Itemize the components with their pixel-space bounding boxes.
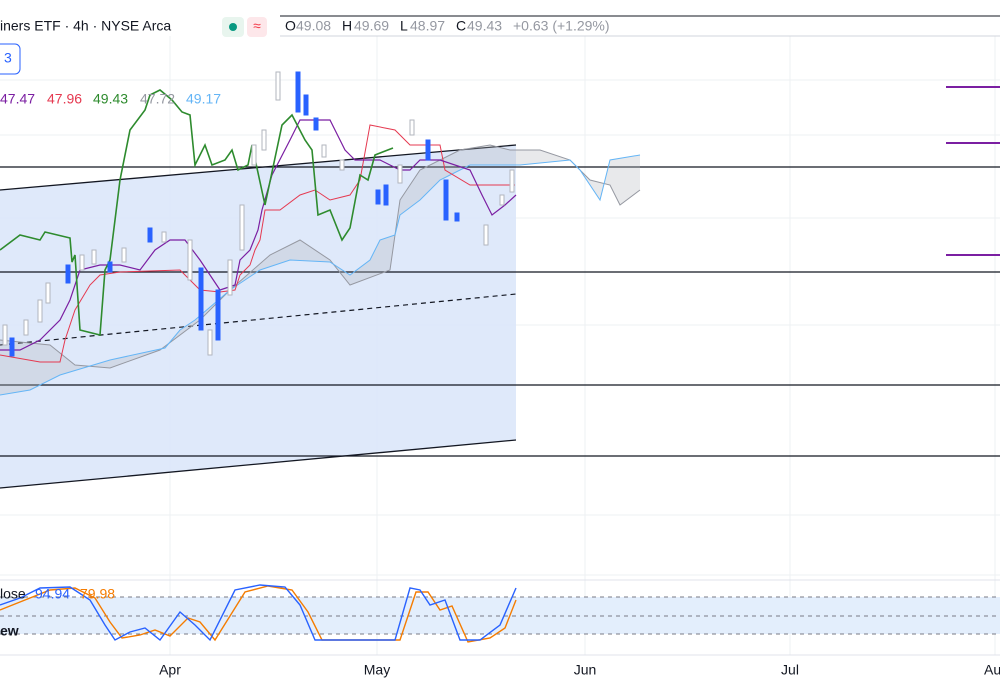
- data-status-box[interactable]: [247, 17, 267, 37]
- channel-fill: [0, 145, 516, 488]
- time-label: Jun: [574, 662, 597, 678]
- stoch-d: [0, 585, 517, 643]
- badge-box[interactable]: [0, 43, 21, 75]
- indicator-value: 49.17: [186, 91, 221, 107]
- indicator-value: 47.96: [47, 91, 82, 107]
- ohlc-key: L: [400, 18, 408, 34]
- ohlc-value: 49.08: [296, 18, 331, 34]
- change: +0.63 (+1.29%): [513, 18, 610, 34]
- osc-value: 79.98: [80, 586, 115, 602]
- time-label: Au: [984, 662, 1000, 678]
- stoch-k: [0, 584, 517, 642]
- candles: [2, 71, 515, 357]
- osc-levels: [0, 596, 1000, 635]
- kijun: [0, 124, 515, 363]
- ohlc-key: H: [342, 18, 352, 34]
- indicator-value: 47.72: [140, 91, 175, 107]
- osc-label: lose: [0, 586, 26, 602]
- market-status: [229, 23, 237, 31]
- ohlc-value: 48.97: [410, 18, 445, 34]
- time-label: Apr: [159, 662, 181, 678]
- senkou-b: [0, 154, 641, 396]
- ohlc-value: 49.43: [467, 18, 502, 34]
- channel-bottom: [0, 439, 517, 489]
- logo: ew: [0, 623, 19, 639]
- channel-mid: [0, 293, 517, 346]
- osc-value: 94.94: [35, 586, 70, 602]
- time-label: Jul: [781, 662, 799, 678]
- purple-levels: [946, 86, 1000, 256]
- tenkan: [0, 119, 517, 351]
- levels: [0, 166, 1000, 457]
- ohlc-key: O: [285, 18, 296, 34]
- cloud: [0, 145, 640, 395]
- symbol: iners ETF · 4h · NYSE Arca: [0, 18, 171, 34]
- time-label: May: [364, 662, 390, 678]
- chikou: [0, 89, 394, 337]
- badge: 3: [4, 50, 12, 66]
- data-status: ≈: [253, 18, 261, 34]
- ohlc-value: 49.69: [354, 18, 389, 34]
- indicator-value: 47.47: [0, 91, 35, 107]
- indicator-value: 49.43: [93, 91, 128, 107]
- ohlc-key: C: [456, 18, 466, 34]
